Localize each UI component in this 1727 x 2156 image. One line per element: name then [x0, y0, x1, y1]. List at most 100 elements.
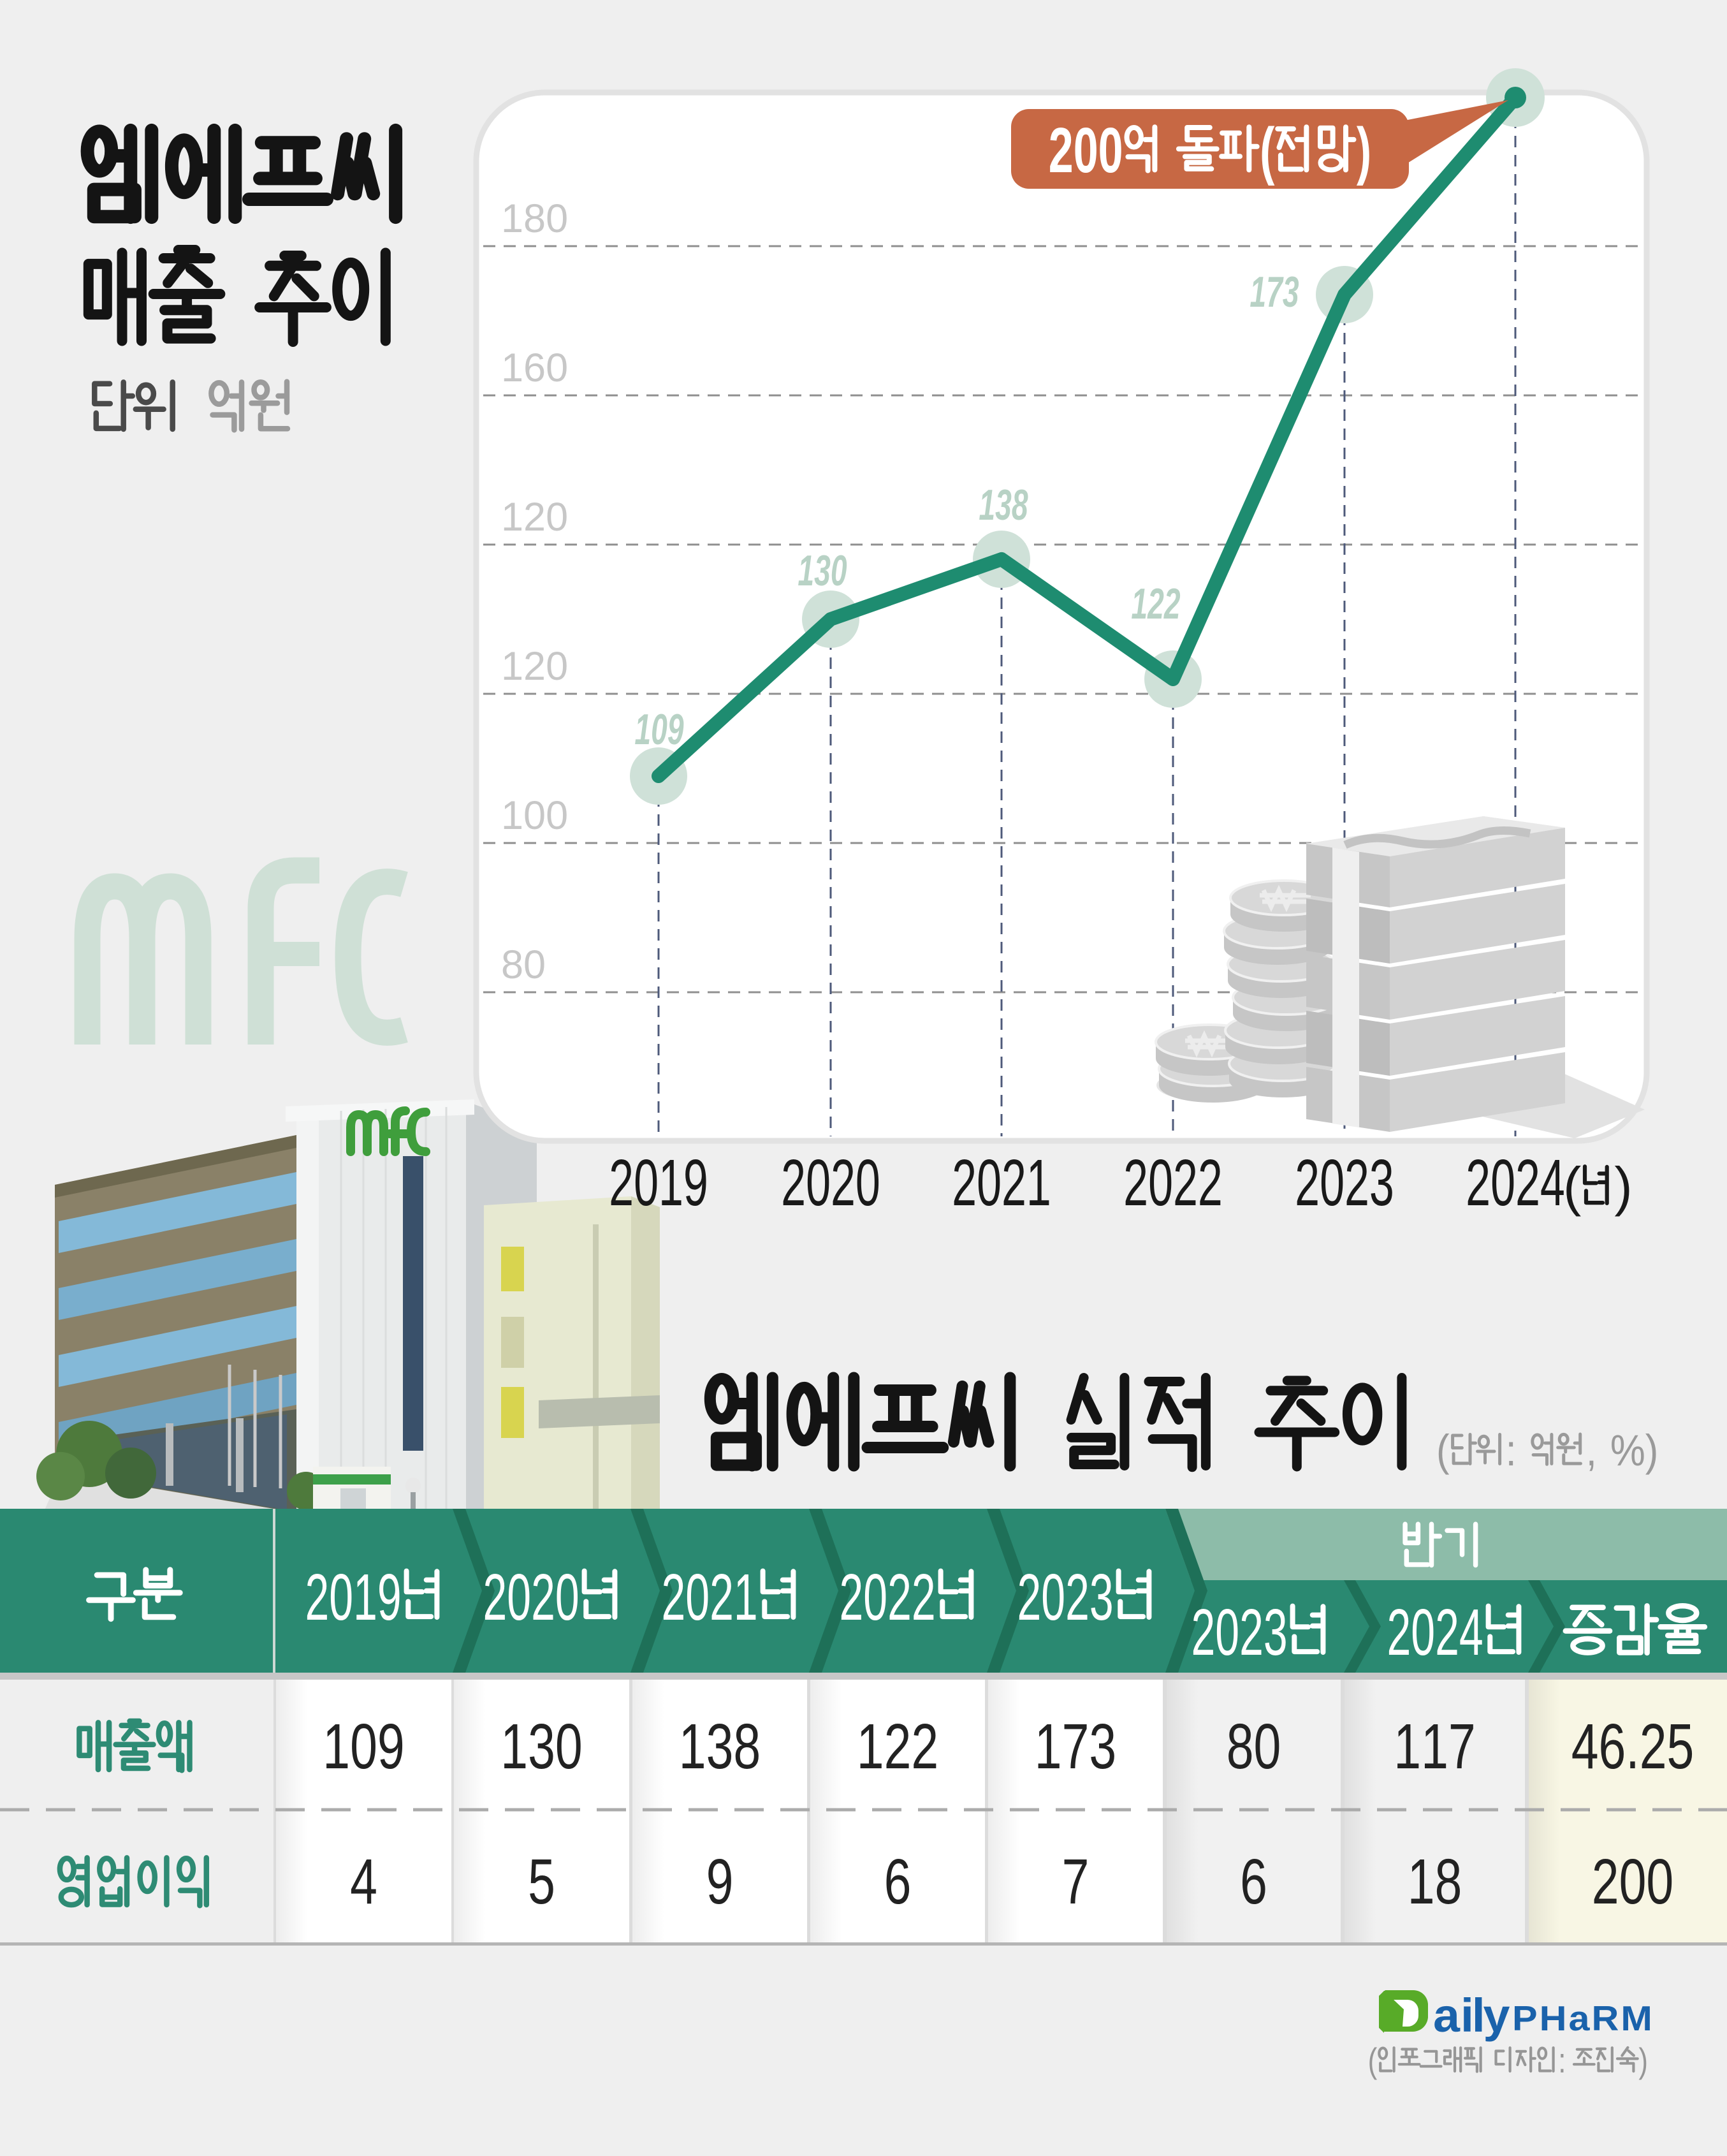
svg-text:7: 7: [1062, 1710, 1089, 1782]
svg-text:1: 1: [501, 196, 523, 241]
svg-text:0: 0: [546, 644, 568, 689]
svg-text:): ): [1614, 1157, 1632, 1217]
svg-text:1: 1: [979, 481, 995, 529]
svg-text:2: 2: [1123, 1145, 1148, 1219]
svg-text:9: 9: [377, 1710, 405, 1782]
svg-text:2: 2: [1466, 1145, 1490, 1219]
svg-text:3: 3: [814, 546, 831, 595]
svg-text:0: 0: [806, 1145, 831, 1219]
svg-text:R: R: [1592, 1999, 1619, 2038]
svg-text:2: 2: [912, 1561, 936, 1634]
svg-text::: :: [1506, 1426, 1517, 1475]
svg-text:(: (: [1563, 1157, 1581, 1217]
svg-text:1: 1: [1131, 580, 1148, 628]
svg-text:0: 0: [555, 1710, 583, 1782]
svg-text:2: 2: [1640, 1710, 1667, 1782]
svg-text:8: 8: [1435, 1845, 1462, 1917]
svg-text:1: 1: [1421, 1710, 1448, 1782]
svg-text:0: 0: [507, 1561, 531, 1634]
svg-text:0: 0: [350, 1710, 377, 1782]
svg-text:3: 3: [528, 1710, 555, 1782]
svg-text:l: l: [1472, 1989, 1485, 2042]
svg-text:7: 7: [1062, 1845, 1089, 1917]
svg-text:3: 3: [1264, 1596, 1288, 1669]
svg-text::: :: [1558, 2041, 1566, 2080]
svg-text:7: 7: [1266, 268, 1284, 316]
svg-text:2: 2: [1191, 1596, 1216, 1669]
svg-text:8: 8: [1012, 481, 1028, 529]
svg-text:a: a: [1569, 1999, 1591, 2038]
svg-text:0: 0: [523, 793, 546, 838]
svg-text:1: 1: [857, 1710, 884, 1782]
svg-text:0: 0: [1411, 1596, 1435, 1669]
svg-text:1: 1: [501, 644, 523, 689]
svg-text:): ): [1638, 2041, 1648, 2080]
svg-text:0: 0: [831, 546, 847, 595]
svg-text:2: 2: [1049, 115, 1074, 186]
svg-text:2: 2: [1435, 1596, 1459, 1669]
svg-text:0: 0: [329, 1561, 353, 1634]
svg-text:2: 2: [887, 1561, 912, 1634]
svg-text:2: 2: [1147, 580, 1164, 628]
svg-text:1: 1: [501, 495, 523, 539]
svg-text:2: 2: [1387, 1596, 1411, 1669]
svg-text:1: 1: [1394, 1710, 1421, 1782]
svg-text:2: 2: [483, 1561, 507, 1634]
svg-text:1: 1: [1408, 1845, 1435, 1917]
svg-text:0: 0: [1074, 115, 1098, 186]
svg-text:2: 2: [1002, 1145, 1026, 1219]
svg-text:2: 2: [1344, 1145, 1369, 1219]
svg-text:0: 0: [555, 1561, 579, 1634]
svg-text:4: 4: [1459, 1596, 1483, 1669]
svg-text:9: 9: [683, 1145, 708, 1219]
svg-text:1: 1: [734, 1561, 758, 1634]
svg-text:0: 0: [634, 1145, 659, 1219]
svg-text:4: 4: [1540, 1145, 1565, 1219]
svg-text:1: 1: [1250, 268, 1266, 316]
svg-text:1: 1: [659, 1145, 683, 1219]
svg-text:0: 0: [1619, 1845, 1647, 1917]
svg-text:0: 0: [1098, 115, 1123, 186]
svg-text:8: 8: [733, 1710, 761, 1782]
svg-text:3: 3: [1369, 1145, 1394, 1219]
svg-text:6: 6: [1240, 1845, 1267, 1917]
svg-text:2: 2: [523, 644, 546, 689]
svg-text:): ): [1357, 115, 1371, 186]
svg-text:5: 5: [1667, 1710, 1694, 1782]
svg-text:0: 0: [856, 1145, 880, 1219]
svg-text:0: 0: [546, 196, 568, 241]
svg-text:2: 2: [1017, 1561, 1042, 1634]
svg-text:1: 1: [1035, 1710, 1062, 1782]
svg-text:1: 1: [1026, 1145, 1051, 1219]
svg-text:1: 1: [353, 1561, 377, 1634]
svg-text:0: 0: [1041, 1561, 1065, 1634]
svg-text:1: 1: [798, 546, 814, 595]
svg-text:H: H: [1540, 1999, 1567, 2038]
svg-text:1: 1: [500, 1710, 528, 1782]
svg-text:2: 2: [1065, 1561, 1089, 1634]
svg-text:0: 0: [546, 346, 568, 390]
svg-text:0: 0: [1148, 1145, 1173, 1219]
svg-text:9: 9: [667, 705, 684, 754]
svg-text:): ): [1645, 1426, 1659, 1475]
svg-text:1: 1: [679, 1710, 706, 1782]
svg-text:9: 9: [377, 1561, 402, 1634]
svg-text:y: y: [1483, 1989, 1510, 2042]
svg-text:0: 0: [546, 793, 568, 838]
svg-text:9: 9: [706, 1845, 734, 1917]
svg-text:2: 2: [662, 1561, 686, 1634]
svg-text:8: 8: [523, 196, 546, 241]
svg-text:1: 1: [501, 793, 523, 838]
svg-text:7: 7: [1448, 1710, 1476, 1782]
svg-text:2: 2: [523, 495, 546, 539]
svg-text:0: 0: [1215, 1596, 1239, 1669]
svg-text:0: 0: [1254, 1710, 1281, 1782]
svg-text:4: 4: [1571, 1710, 1599, 1782]
svg-text:4: 4: [350, 1845, 377, 1917]
svg-text:2: 2: [911, 1710, 938, 1782]
svg-text:0: 0: [1490, 1145, 1515, 1219]
svg-text:(: (: [1260, 115, 1275, 186]
svg-text:0: 0: [546, 495, 568, 539]
svg-text:3: 3: [1283, 268, 1299, 316]
svg-text:.: .: [1626, 1710, 1639, 1782]
